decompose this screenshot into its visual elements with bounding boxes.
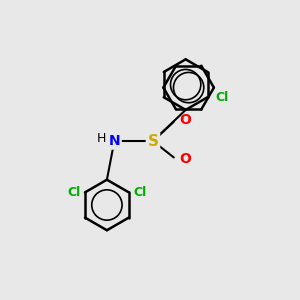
Text: H: H [97,132,106,145]
Text: O: O [179,113,191,127]
Text: N: N [109,134,120,148]
Text: Cl: Cl [67,186,81,199]
Text: Cl: Cl [133,186,146,199]
Text: S: S [148,134,158,148]
Text: O: O [179,152,191,166]
Text: Cl: Cl [216,91,229,104]
